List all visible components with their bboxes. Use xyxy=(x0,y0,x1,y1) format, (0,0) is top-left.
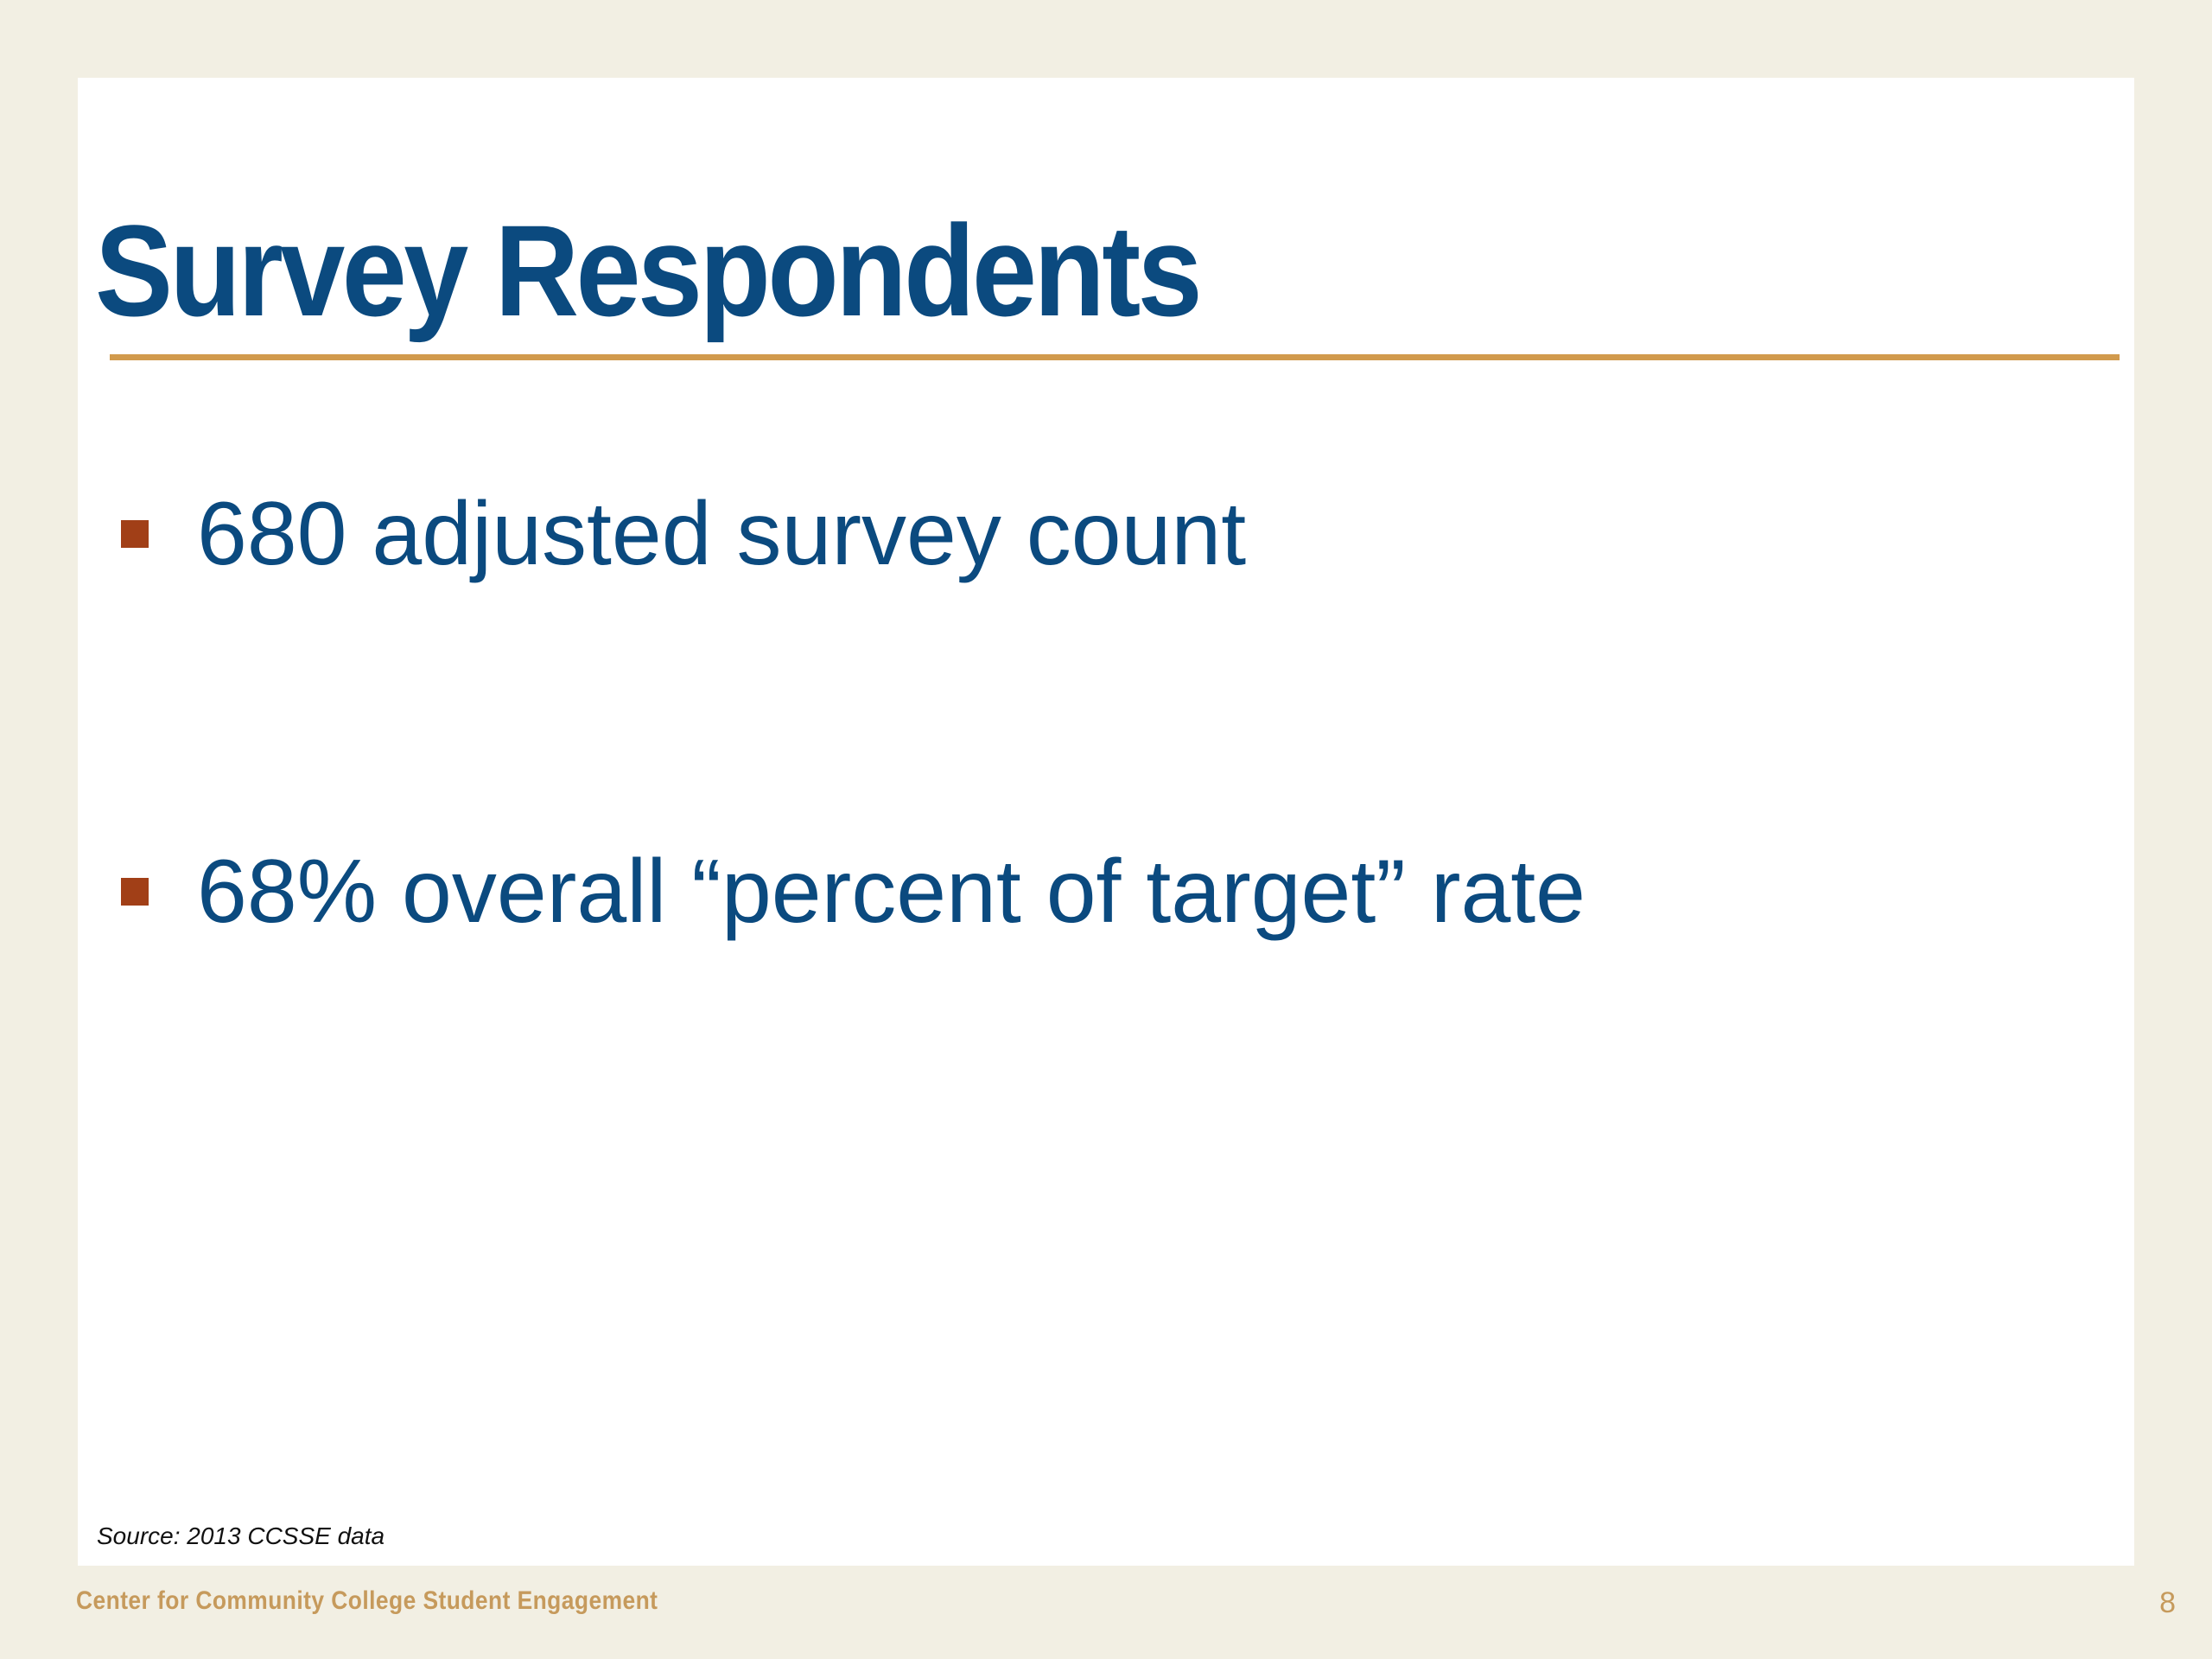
square-bullet-icon xyxy=(121,520,149,548)
footer-organization: Center for Community College Student Eng… xyxy=(76,1586,658,1615)
page-number: 8 xyxy=(2159,1586,2176,1619)
source-note: Source: 2013 CCSSE data xyxy=(97,1522,385,1549)
bullet-text: 68% overall “percent of target” rate xyxy=(197,842,1586,942)
slide-panel xyxy=(78,78,2134,1566)
title-underline xyxy=(110,354,2120,360)
slide-title: Survey Respondents xyxy=(95,198,1203,343)
square-bullet-icon xyxy=(121,878,149,906)
bullet-text: 680 adjusted survey count xyxy=(197,484,1247,584)
